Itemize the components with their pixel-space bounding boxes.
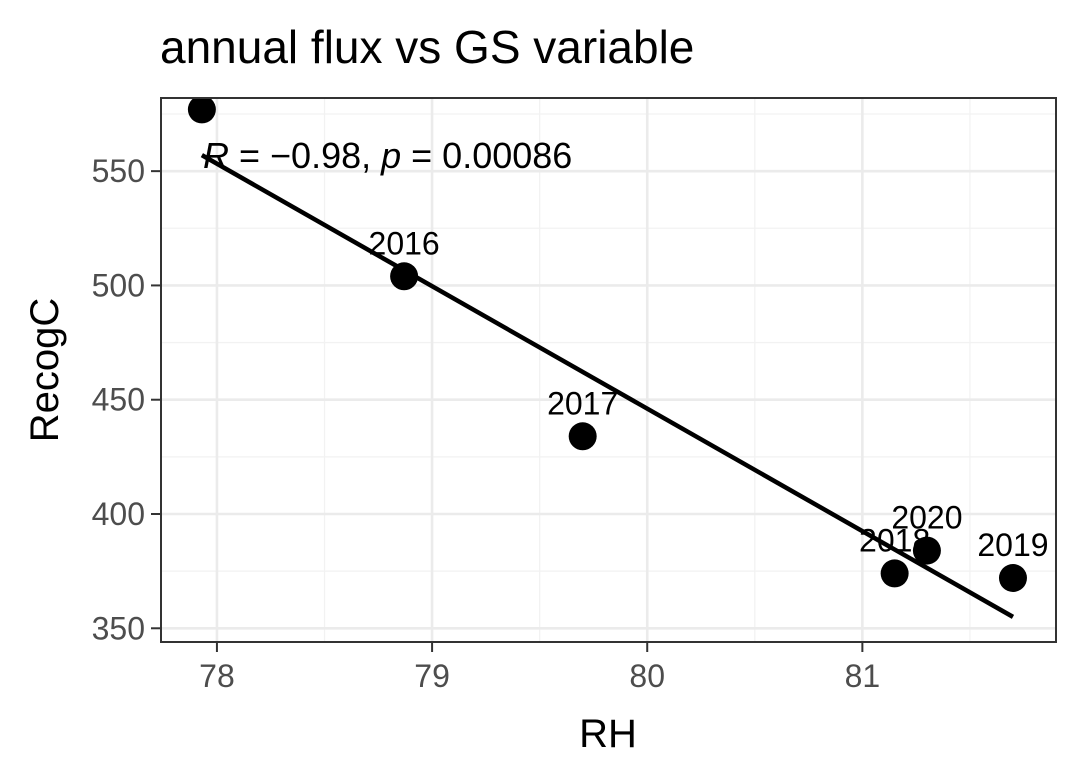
y-axis-title: RecogC	[23, 298, 67, 443]
p-value: = 0.00086	[401, 135, 572, 176]
data-point-2018	[880, 559, 909, 588]
regression-line	[200, 153, 1015, 619]
y-tick-label: 550	[92, 153, 145, 189]
major-gridlines	[161, 98, 1056, 642]
plot-panel-background	[161, 98, 1056, 642]
r-symbol: R	[203, 135, 229, 176]
x-tick-label: 80	[629, 658, 665, 694]
point-label-2020: 2020	[891, 500, 962, 536]
p-symbol: p	[380, 135, 401, 176]
data-point-2017	[568, 422, 597, 451]
y-tick-label: 450	[92, 382, 145, 418]
minor-gridlines	[161, 98, 1056, 642]
data-point-2020	[912, 536, 941, 565]
data-point-2015	[187, 98, 216, 124]
x-axis-title: RH	[579, 712, 637, 756]
point-label-2017: 2017	[547, 385, 618, 421]
r-value: = −0.98,	[229, 135, 381, 176]
data-point-2016	[390, 262, 419, 291]
chart-title: annual flux vs GS variable	[160, 21, 694, 73]
point-label-2019: 2019	[977, 527, 1048, 563]
y-tick-label: 350	[92, 610, 145, 646]
plot-panel-border	[160, 97, 1057, 643]
x-tick-label: 78	[199, 658, 235, 694]
point-label-2016: 2016	[369, 225, 440, 261]
x-tick-label: 81	[845, 658, 881, 694]
data-point-2019	[998, 564, 1027, 592]
point-label-2018: 2018	[859, 522, 930, 558]
y-tick-label: 400	[92, 496, 145, 532]
y-tick-label: 500	[92, 267, 145, 303]
x-tick-label: 79	[414, 658, 450, 694]
correlation-annotation: R = −0.98, p = 0.00086	[203, 135, 572, 176]
